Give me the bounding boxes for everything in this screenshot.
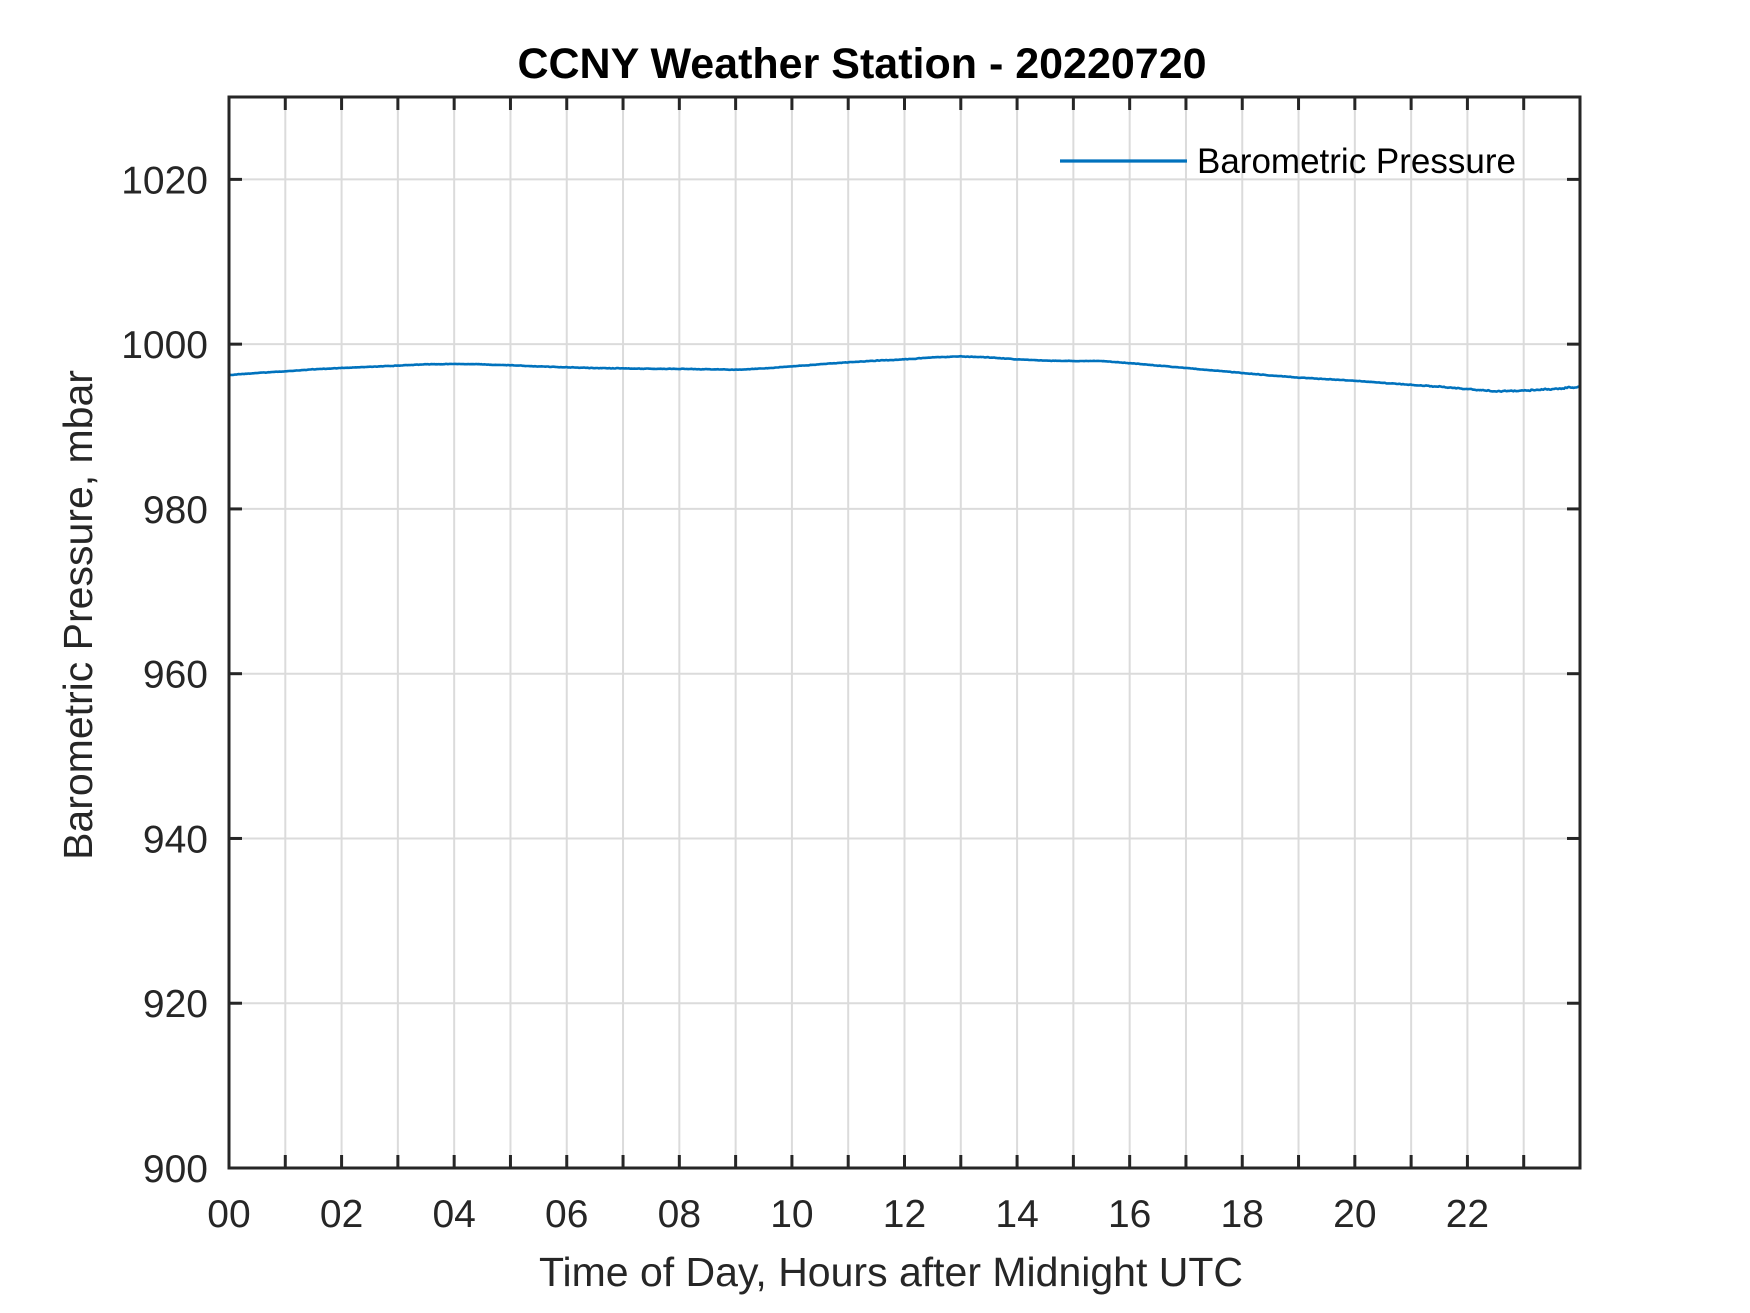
chart-title: CCNY Weather Station - 20220720 [517,40,1206,88]
y-tick-label: 1020 [121,159,208,202]
y-tick-label: 940 [143,818,208,861]
y-tick-label: 920 [143,983,208,1026]
data-series-layer [227,354,1582,393]
y-tick-label: 900 [143,1148,208,1191]
y-tick-label: 1000 [121,324,208,367]
x-tick-label: 04 [432,1193,475,1236]
legend-label: Barometric Pressure [1197,142,1516,181]
legend: Barometric Pressure [1060,142,1516,181]
x-tick-label: 08 [658,1193,701,1236]
y-tick-label: 960 [143,654,208,697]
y-tick-labels: 900 920 940 960 980 1000 1020 [121,159,208,1191]
barometric-pressure-line [227,354,1582,393]
x-tick-label: 02 [320,1193,363,1236]
plot-area-box [227,95,1582,1170]
x-tick-label: 22 [1446,1193,1489,1236]
x-tick-label: 14 [995,1193,1038,1236]
x-tick-label: 12 [883,1193,926,1236]
x-tick-label: 00 [207,1193,250,1236]
axis-ticks [227,97,1582,1170]
x-tick-labels: 00 02 04 06 08 10 12 14 16 18 20 22 [207,1193,1489,1236]
x-tick-label: 10 [770,1193,813,1236]
x-tick-label: 16 [1108,1193,1151,1236]
x-axis-label: Time of Day, Hours after Midnight UTC [539,1249,1243,1295]
y-axis-label: Barometric Pressure, mbar [55,370,101,860]
x-tick-label: 18 [1221,1193,1264,1236]
grid-lines [229,97,1580,1168]
x-tick-label: 20 [1333,1193,1376,1236]
y-tick-label: 980 [143,489,208,532]
x-tick-label: 06 [545,1193,588,1236]
